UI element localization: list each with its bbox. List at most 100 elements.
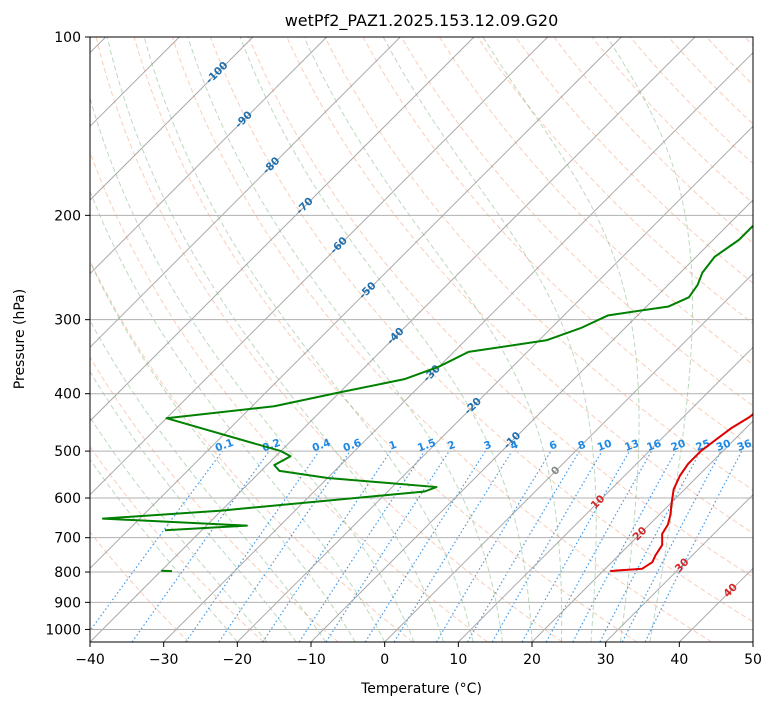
dry-adiabat: [324, 37, 753, 491]
isotherm: [384, 272, 753, 642]
mixing-ratio-label: 13: [623, 438, 641, 454]
moist-adiabat: [90, 458, 238, 642]
moist-adiabat: [90, 416, 268, 642]
mixing-ratio-label: 25: [694, 438, 712, 454]
x-tick-label: 40: [670, 652, 688, 668]
mixing-ratio-line: [572, 450, 677, 642]
x-tick-label: −40: [75, 652, 105, 668]
mixing-ratio-label: 1: [387, 439, 398, 453]
y-tick-label: 1000: [45, 622, 81, 638]
dry-adiabat: [477, 37, 753, 325]
mixing-ratio-label: 16: [645, 438, 663, 454]
x-tick-label: 50: [744, 652, 762, 668]
mixing-ratio-line: [131, 450, 270, 642]
dry-adiabat: [90, 531, 190, 642]
isotherm: [90, 37, 401, 349]
y-tick-label: 500: [54, 444, 81, 460]
dry-adiabat: [95, 37, 563, 642]
mixing-ratio-label: 4: [509, 439, 520, 453]
mixing-ratio-label: 0.6: [342, 437, 364, 455]
mixing-ratio-label: 20: [669, 438, 687, 454]
mixing-ratio-label: 0.4: [311, 437, 333, 455]
mixing-ratio-line: [262, 450, 392, 642]
moist-adiabat: [90, 189, 386, 642]
plot-frame: [89, 36, 754, 643]
moist-adiabat: [106, 37, 445, 642]
isotherm: [90, 37, 549, 496]
dry-adiabat: [133, 37, 638, 642]
y-tick-label: 400: [54, 387, 81, 403]
mixing-ratio-line: [90, 450, 223, 632]
mixing-ratio-label: 1.5: [416, 437, 438, 455]
x-tick-label: 20: [523, 652, 541, 668]
moist-adiabat: [90, 260, 356, 642]
dewpoint-profile: [101, 224, 753, 532]
y-axis-label: Pressure (hPa): [12, 289, 28, 389]
isotherm: [605, 493, 753, 642]
x-tick-label: 10: [449, 652, 467, 668]
y-tick-label: 600: [54, 491, 81, 507]
mixing-ratio-label: 10: [596, 438, 614, 454]
y-tick-label: 200: [54, 208, 81, 224]
moist-adiabat: [382, 37, 597, 642]
dry-adiabat: [286, 37, 753, 534]
temperature-profile: [610, 412, 753, 573]
mixing-ratio-label: 3: [482, 439, 493, 453]
mixing-ratio-line: [218, 450, 351, 642]
mixing-ratio-line: [521, 450, 631, 642]
isotherm: [752, 641, 753, 642]
chart-title: wetPf2_PAZ1.2025.153.12.09.G20: [285, 11, 559, 31]
mixing-ratio-label: 2: [446, 439, 457, 453]
isotherm: [457, 346, 753, 642]
x-tick-label: −20: [223, 652, 253, 668]
plot-background: [90, 37, 753, 642]
isotherm: [163, 51, 753, 642]
y-axis-ticks: 100 200 300 400 500 600 700 800 900 1000: [45, 30, 90, 638]
moist-adiabat: [239, 37, 533, 642]
dry-adiabat: [171, 37, 712, 642]
mixing-ratio-label: 30: [715, 438, 733, 454]
x-axis-ticks: −40 −30 −20 −10 0 10 20 30 40 50: [75, 642, 762, 668]
moist-adiabat: [143, 37, 474, 642]
x-tick-label: −10: [296, 652, 326, 668]
x-tick-label: 30: [597, 652, 615, 668]
moist-adiabat: [303, 37, 563, 642]
isotherm: [90, 37, 254, 201]
mixing-ratio-label: 0.1: [214, 437, 236, 455]
dry-adiabat: [439, 37, 753, 366]
dry-adiabat: [210, 37, 753, 623]
y-tick-label: 300: [54, 313, 81, 329]
dry-adiabat: [90, 150, 488, 642]
mixing-ratio-label: 8: [576, 439, 587, 453]
x-axis-label: Temperature (°C): [360, 681, 482, 697]
isotherm: [310, 199, 753, 642]
y-tick-label: 700: [54, 531, 81, 547]
x-tick-label: −30: [149, 652, 179, 668]
x-tick-label: 0: [380, 652, 389, 668]
dry-adiabat: [553, 37, 753, 244]
mixing-ratio-line: [393, 450, 513, 642]
mixing-ratio-line: [644, 450, 743, 642]
isotherm: [90, 37, 622, 570]
isotherm: [90, 37, 696, 642]
profiles: [101, 224, 753, 573]
dry-adiabat: [90, 259, 414, 642]
mixing-ratio-label: 6: [548, 439, 559, 453]
dry-adiabat: [90, 356, 339, 642]
moist-adiabat: [606, 37, 694, 642]
isotherm: [90, 37, 475, 422]
y-tick-label: 800: [54, 565, 81, 581]
y-tick-label: 100: [54, 30, 81, 46]
moist-adiabat: [187, 37, 504, 642]
mixing-ratio-label: 36: [736, 438, 754, 454]
moist-adiabat: [90, 319, 327, 642]
moist-adiabat: [482, 37, 640, 642]
isotherm: [531, 420, 753, 642]
isotherm: [90, 37, 328, 275]
dry-adiabat: [591, 37, 753, 204]
mixing-ratio-line: [545, 450, 653, 642]
background-lines: [90, 37, 753, 642]
mixing-ratio-line: [325, 450, 450, 642]
dry-adiabat: [400, 37, 753, 407]
